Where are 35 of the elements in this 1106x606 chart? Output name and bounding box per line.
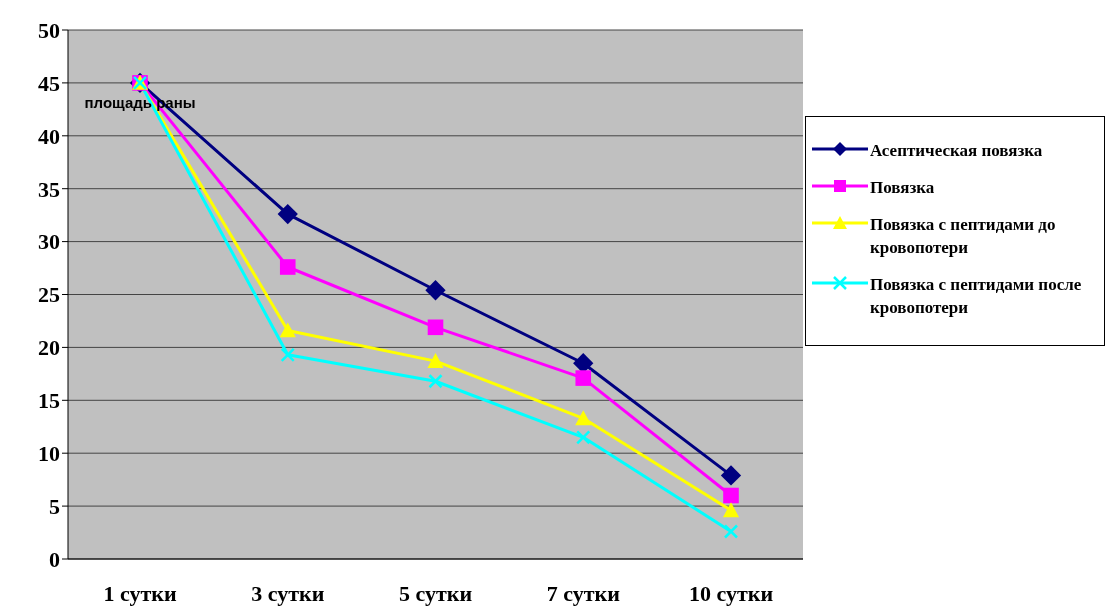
y-tick-label: 0 bbox=[49, 546, 60, 572]
point bbox=[427, 353, 444, 369]
point bbox=[723, 524, 739, 539]
y-tick-label: 40 bbox=[38, 123, 60, 149]
point bbox=[720, 465, 742, 486]
x-tick-label: 7 сутки bbox=[546, 580, 621, 606]
point bbox=[279, 259, 296, 275]
legend-label: Асептическая повязка bbox=[870, 140, 1043, 162]
point bbox=[428, 374, 443, 389]
point bbox=[277, 203, 298, 225]
legend-label: Повязка bbox=[870, 177, 935, 199]
point bbox=[425, 280, 446, 301]
point bbox=[576, 430, 591, 445]
point bbox=[279, 322, 296, 338]
y-tick-label: 25 bbox=[38, 282, 60, 308]
y-tick-label: 45 bbox=[38, 70, 60, 96]
legend-label: Повязка с пептидами до кровопотери bbox=[870, 214, 1057, 259]
legend-label: Повязка с пептидами после кровопотери bbox=[870, 274, 1083, 319]
point bbox=[427, 319, 444, 336]
x-tick-label: 5 сутки bbox=[398, 580, 473, 606]
y-tick-label: 15 bbox=[38, 388, 60, 414]
point bbox=[575, 370, 592, 386]
point bbox=[280, 347, 295, 363]
point bbox=[723, 487, 739, 504]
point bbox=[722, 502, 740, 518]
y-tick-label: 30 bbox=[38, 229, 60, 255]
y-tick-label: 10 bbox=[38, 441, 60, 467]
x-tick-label: 1 сутки bbox=[103, 580, 177, 606]
y-tick-label: 20 bbox=[38, 335, 60, 361]
x-tick-label: 10 сутки bbox=[688, 580, 774, 606]
y-tick-label: 35 bbox=[38, 176, 60, 202]
y-tick-label: 5 bbox=[49, 493, 60, 519]
y-tick-label: 50 bbox=[38, 17, 60, 43]
x-tick-label: 3 сутки bbox=[251, 580, 325, 606]
point bbox=[575, 410, 592, 426]
